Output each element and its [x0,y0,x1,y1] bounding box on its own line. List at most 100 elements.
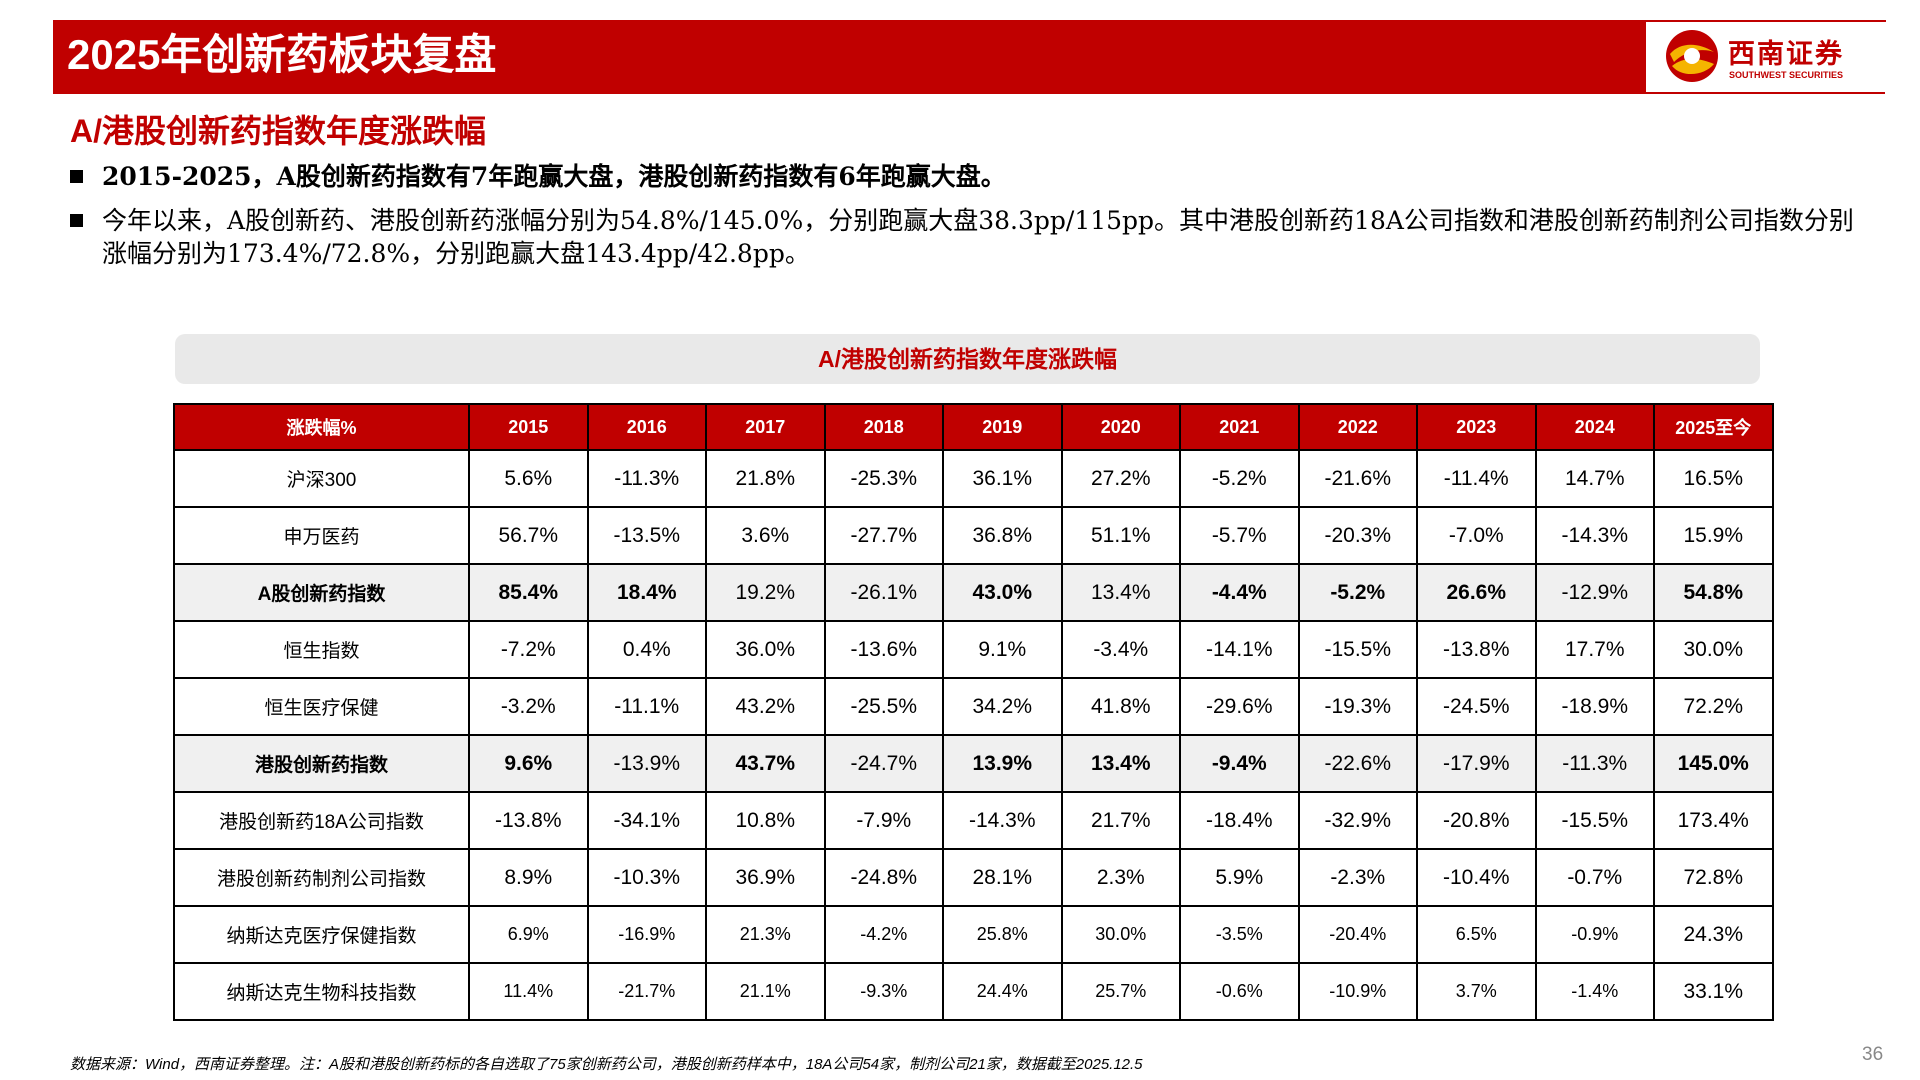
logo: 西南证券 SOUTHWEST SECURITIES [1646,20,1886,88]
row-label: 港股创新药制剂公司指数 [173,848,470,907]
table-cell: -0.9% [1534,905,1655,964]
table-cell: 9.6% [468,734,589,793]
table-row: 申万医药 56.7% -13.5% 3.6% -27.7% 36.8% 51.1… [173,506,1774,565]
table-cell: 5.6% [468,449,589,508]
table-cell: -21.7% [586,962,707,1021]
table-row: 恒生指数 -7.2% 0.4% 36.0% -13.6% 9.1% -3.4% … [173,620,1774,679]
table-cell: -17.9% [1416,734,1537,793]
table-cell: -1.4% [1534,962,1655,1021]
table-row: 纳斯达克医疗保健指数 6.9% -16.9% 21.3% -4.2% 25.8%… [173,905,1774,964]
table-cell: 30.0% [1653,620,1774,679]
table-cell: -10.3% [586,848,707,907]
table-header-row: 涨跌幅% 2015 2016 2017 2018 2019 2020 2021 … [173,403,1774,451]
table-cell: 14.7% [1534,449,1655,508]
header-cell: 2018 [823,403,944,451]
table-cell: -21.6% [1297,449,1418,508]
table-cell: 41.8% [1060,677,1181,736]
table-cell: 36.8% [942,506,1063,565]
table-cell: 25.7% [1060,962,1181,1021]
table-cell: -12.9% [1534,563,1655,622]
table-cell: -10.9% [1297,962,1418,1021]
header-divider [53,92,1885,94]
table-cell: -10.4% [1416,848,1537,907]
table-row: 港股创新药制剂公司指数 8.9% -10.3% 36.9% -24.8% 28.… [173,848,1774,907]
table-cell: -19.3% [1297,677,1418,736]
table-cell: -5.2% [1297,563,1418,622]
table-cell: 24.3% [1653,905,1774,964]
table-cell: -25.3% [823,449,944,508]
table-cell: -26.1% [823,563,944,622]
bullet-text: 今年以来，A股创新药、港股创新药涨幅分别为54.8%/145.0%，分别跑赢大盘… [102,206,1854,268]
page-number: 36 [1862,1044,1884,1065]
table-cell: -32.9% [1297,791,1418,850]
table-cell: -24.8% [823,848,944,907]
table-cell: 54.8% [1653,563,1774,622]
table-cell: -15.5% [1297,620,1418,679]
table-cell: 72.2% [1653,677,1774,736]
header-cell: 涨跌幅% [173,403,470,451]
row-label: A股创新药指数 [173,563,470,622]
table-cell: 5.9% [1179,848,1300,907]
table-cell: -7.0% [1416,506,1537,565]
table-cell: -34.1% [586,791,707,850]
table-cell: 28.1% [942,848,1063,907]
header-cell: 2015 [468,403,589,451]
table-cell: 27.2% [1060,449,1181,508]
table-cell: -4.4% [1179,563,1300,622]
table-cell: 36.0% [705,620,826,679]
row-label: 沪深300 [173,449,470,508]
table-row: 港股创新药18A公司指数 -13.8% -34.1% 10.8% -7.9% -… [173,791,1774,850]
header-cell: 2025至今 [1653,403,1774,451]
table-cell: -22.6% [1297,734,1418,793]
header-cell: 2020 [1060,403,1181,451]
table-cell: -13.9% [586,734,707,793]
bullet-square-icon [70,170,83,183]
table-cell: 16.5% [1653,449,1774,508]
table-cell: -13.6% [823,620,944,679]
table-cell: 17.7% [1534,620,1655,679]
header-cell: 2023 [1416,403,1537,451]
table-cell: 145.0% [1653,734,1774,793]
table-cell: -14.1% [1179,620,1300,679]
row-label: 港股创新药指数 [173,734,470,793]
source-footnote: 数据来源：Wind，西南证券整理。注：A股和港股创新药标的各自选取了75家创新药… [70,1056,1143,1073]
table-cell: -11.1% [586,677,707,736]
table-cell: -16.9% [586,905,707,964]
table-cell: -2.3% [1297,848,1418,907]
table-cell: 21.7% [1060,791,1181,850]
table-cell: -0.6% [1179,962,1300,1021]
table-cell: -4.2% [823,905,944,964]
table-cell: 13.9% [942,734,1063,793]
table-cell: 13.4% [1060,734,1181,793]
table-cell: -7.9% [823,791,944,850]
table-cell: -27.7% [823,506,944,565]
table-cell: 0.4% [586,620,707,679]
table-cell: -11.3% [586,449,707,508]
section-title: A/港股创新药指数年度涨跌幅 [70,113,487,149]
table-row: 沪深300 5.6% -11.3% 21.8% -25.3% 36.1% 27.… [173,449,1774,508]
table-row-highlighted: A股创新药指数 85.4% 18.4% 19.2% -26.1% 43.0% 1… [173,563,1774,622]
table-cell: 3.6% [705,506,826,565]
table-cell: -9.4% [1179,734,1300,793]
table-cell: -29.6% [1179,677,1300,736]
table-cell: 51.1% [1060,506,1181,565]
table-cell: 33.1% [1653,962,1774,1021]
southwest-securities-logo-icon [1666,30,1718,82]
header-cell: 2024 [1534,403,1655,451]
header-cell: 2022 [1297,403,1418,451]
returns-table: 涨跌幅% 2015 2016 2017 2018 2019 2020 2021 … [173,403,1774,1021]
table-cell: -0.7% [1534,848,1655,907]
table-cell: 36.9% [705,848,826,907]
table-cell: 173.4% [1653,791,1774,850]
header-cell: 2021 [1179,403,1300,451]
header-cell: 2016 [586,403,707,451]
bullet-item: 2015-2025，A股创新药指数有7年跑赢大盘，港股创新药指数有6年跑赢大盘。 [70,160,1870,193]
table-cell: 2.3% [1060,848,1181,907]
table-cell: 3.7% [1416,962,1537,1021]
table-row: 纳斯达克生物科技指数 11.4% -21.7% 21.1% -9.3% 24.4… [173,962,1774,1021]
table-cell: 72.8% [1653,848,1774,907]
table-cell: -5.2% [1179,449,1300,508]
table-cell: -24.5% [1416,677,1537,736]
table-cell: -11.3% [1534,734,1655,793]
table-cell: 11.4% [468,962,589,1021]
